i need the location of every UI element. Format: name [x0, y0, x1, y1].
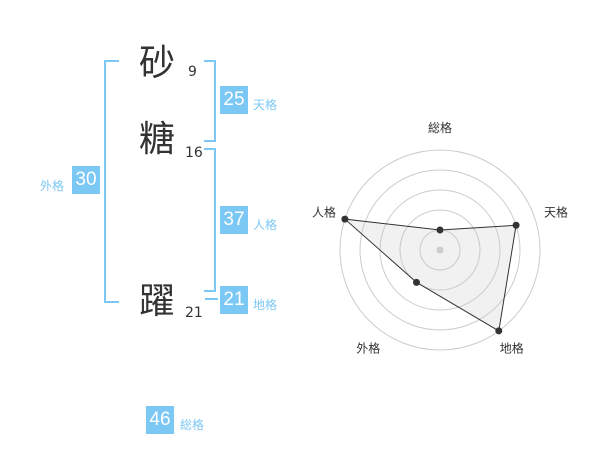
radar-point [341, 215, 349, 223]
chikaku-value: 21 [220, 286, 248, 314]
chikaku-label: 地格 [253, 298, 278, 312]
soukaku-value: 46 [146, 406, 174, 434]
tenkaku-label: 天格 [253, 98, 278, 112]
radar-ring [339, 149, 541, 351]
jinkaku-value: 37 [220, 206, 248, 234]
radar-axis-label: 外格 [356, 341, 380, 356]
radar-point [495, 327, 503, 335]
stroke-count-1: 9 [188, 64, 197, 80]
gaikaku-value: 30 [72, 166, 100, 194]
name-char-3: 躍 [139, 281, 176, 322]
gaikaku-bracket [104, 60, 119, 303]
radar-ring [359, 169, 521, 331]
chikaku-connector [205, 298, 218, 300]
name-char-1: 砂 [139, 43, 176, 84]
name-char-2: 糖 [139, 119, 176, 160]
tenkaku-value: 25 [220, 86, 248, 114]
stroke-count-2: 16 [185, 145, 203, 161]
jinkaku-bracket [204, 148, 216, 292]
radar-point [412, 278, 420, 286]
radar-axis-label: 人格 [312, 204, 336, 219]
radar-area [343, 218, 517, 332]
radar-axis-label: 地格 [500, 341, 524, 356]
radar-center [436, 246, 444, 254]
stroke-count-3: 21 [185, 305, 203, 321]
radar-axis-label: 天格 [544, 204, 568, 219]
radar-point [512, 221, 520, 229]
radar-point [436, 226, 444, 234]
tenkaku-bracket [204, 60, 216, 142]
radar-axis-label: 総格 [428, 120, 452, 135]
jinkaku-label: 人格 [253, 218, 278, 232]
soukaku-label: 総格 [180, 418, 205, 432]
radar-ring [399, 209, 481, 291]
gaikaku-label: 外格 [40, 179, 65, 193]
